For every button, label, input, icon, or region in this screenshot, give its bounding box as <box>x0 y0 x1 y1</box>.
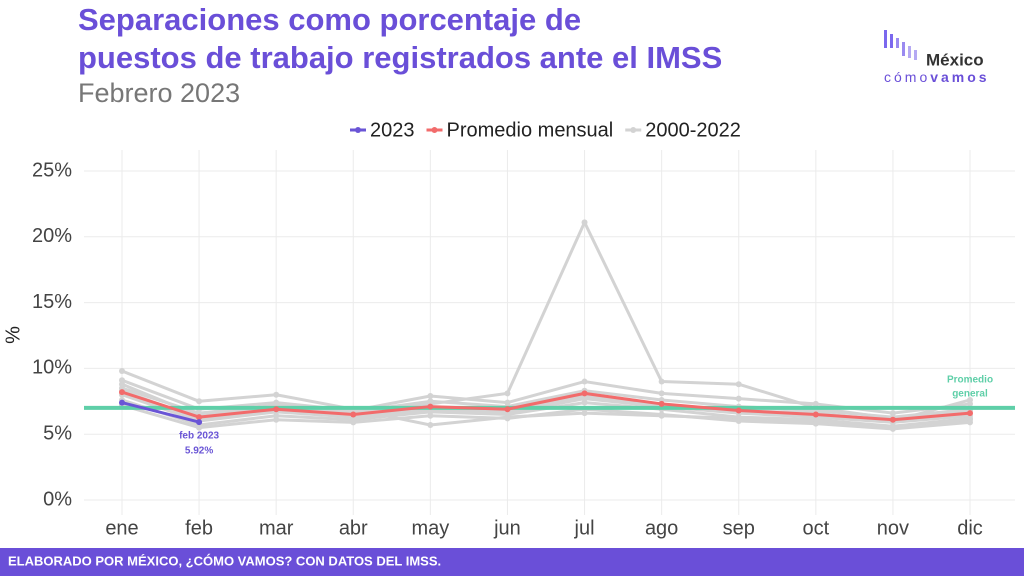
chart-subtitle: Febrero 2023 <box>78 78 240 108</box>
series-line-point <box>889 416 896 423</box>
y-tick-label: 10% <box>32 357 72 379</box>
logo-bar <box>914 50 917 60</box>
history-line-point <box>427 393 434 400</box>
series-line-point <box>196 414 203 421</box>
y-tick-label: 25% <box>32 159 72 181</box>
history-line-point <box>581 378 588 385</box>
x-tick-label: jun <box>493 517 521 539</box>
series-line-point <box>812 411 819 418</box>
legend-swatch <box>431 127 438 133</box>
x-tick-label: feb <box>185 517 213 539</box>
history-line-point <box>504 390 511 397</box>
history-line-point <box>735 381 742 388</box>
series-line-point <box>273 406 280 413</box>
history-line-point <box>812 420 819 427</box>
history-line-point <box>427 412 434 419</box>
history-line-point <box>350 419 357 426</box>
y-tick-label: 20% <box>32 225 72 247</box>
series-line-point <box>735 407 742 414</box>
y-tick-label: 0% <box>43 488 72 510</box>
logo-bar <box>890 34 893 48</box>
logo-text: vamos <box>930 69 989 85</box>
history-line-point <box>658 390 665 397</box>
history-line-point <box>196 398 203 405</box>
series-line-point <box>427 403 434 410</box>
history-line-point <box>967 419 973 426</box>
series-line-point <box>350 411 357 418</box>
history-line-point <box>658 378 665 385</box>
annotation: 5.92% <box>185 446 213 457</box>
history-line <box>121 378 971 415</box>
x-tick-label: abr <box>339 517 368 539</box>
series-line-point <box>967 410 973 417</box>
history-line-point <box>273 391 280 398</box>
legend-swatch <box>355 127 361 133</box>
history-line-point <box>967 396 973 403</box>
series-line-point <box>119 399 125 406</box>
series-line <box>121 390 971 422</box>
legend-label: 2000-2022 <box>645 119 741 141</box>
x-tick-label: ago <box>645 517 678 539</box>
history-line-point <box>273 416 280 423</box>
y-axis-label: % <box>2 326 24 344</box>
history-line <box>121 220 971 420</box>
series-line-point <box>196 419 203 426</box>
chart-title: puestos de trabajo registrados ante el I… <box>78 40 722 75</box>
history-line-point <box>119 368 125 375</box>
legend-label: Promedio mensual <box>447 119 614 141</box>
series-line <box>121 401 200 424</box>
logo-text: México <box>926 50 984 69</box>
logo-bar <box>908 46 911 58</box>
series-line-point <box>504 406 511 413</box>
history-line <box>121 403 971 431</box>
history-line-point <box>658 411 665 418</box>
history-line-point <box>581 219 588 226</box>
history-line-point <box>735 418 742 425</box>
history-line-point <box>119 381 125 388</box>
legend-label: 2023 <box>370 119 415 141</box>
history-line-point <box>273 399 280 406</box>
history-line-point <box>735 395 742 402</box>
x-tick-label: mar <box>259 517 294 539</box>
legend-swatch <box>630 127 637 133</box>
history-line-point <box>427 421 434 428</box>
x-tick-label: sep <box>723 517 755 539</box>
x-tick-label: nov <box>877 517 909 539</box>
logo-bar <box>884 30 887 48</box>
logo: México cómovamos <box>884 30 990 85</box>
history-line-point <box>427 398 434 405</box>
series-line-point <box>581 390 588 397</box>
series-line-point <box>119 389 125 396</box>
history-line-point <box>889 425 896 432</box>
reference-label: Promedio <box>947 375 993 386</box>
x-tick-label: dic <box>957 517 983 539</box>
logo-bar <box>902 42 905 56</box>
x-tick-label: ene <box>105 517 138 539</box>
history-line-point <box>812 400 819 407</box>
annotation: feb 2023 <box>179 431 219 442</box>
footer: ELABORADO POR MÉXICO, ¿CÓMO VAMOS? CON D… <box>8 553 441 568</box>
logo-text: cómo <box>884 69 930 85</box>
y-tick-label: 15% <box>32 291 72 313</box>
history-line-point <box>196 424 203 431</box>
reference-label: general <box>952 389 988 400</box>
logo-text: cómovamos <box>884 69 990 85</box>
footer-band <box>0 548 1024 576</box>
x-tick-label: may <box>411 517 449 539</box>
history-line-point <box>504 415 511 422</box>
y-tick-label: 5% <box>43 422 72 444</box>
x-tick-label: oct <box>802 517 829 539</box>
chart-title: Separaciones como porcentaje de <box>78 2 581 37</box>
logo-bar <box>896 38 899 48</box>
series-line-point <box>658 400 665 407</box>
x-tick-label: jul <box>574 517 595 539</box>
